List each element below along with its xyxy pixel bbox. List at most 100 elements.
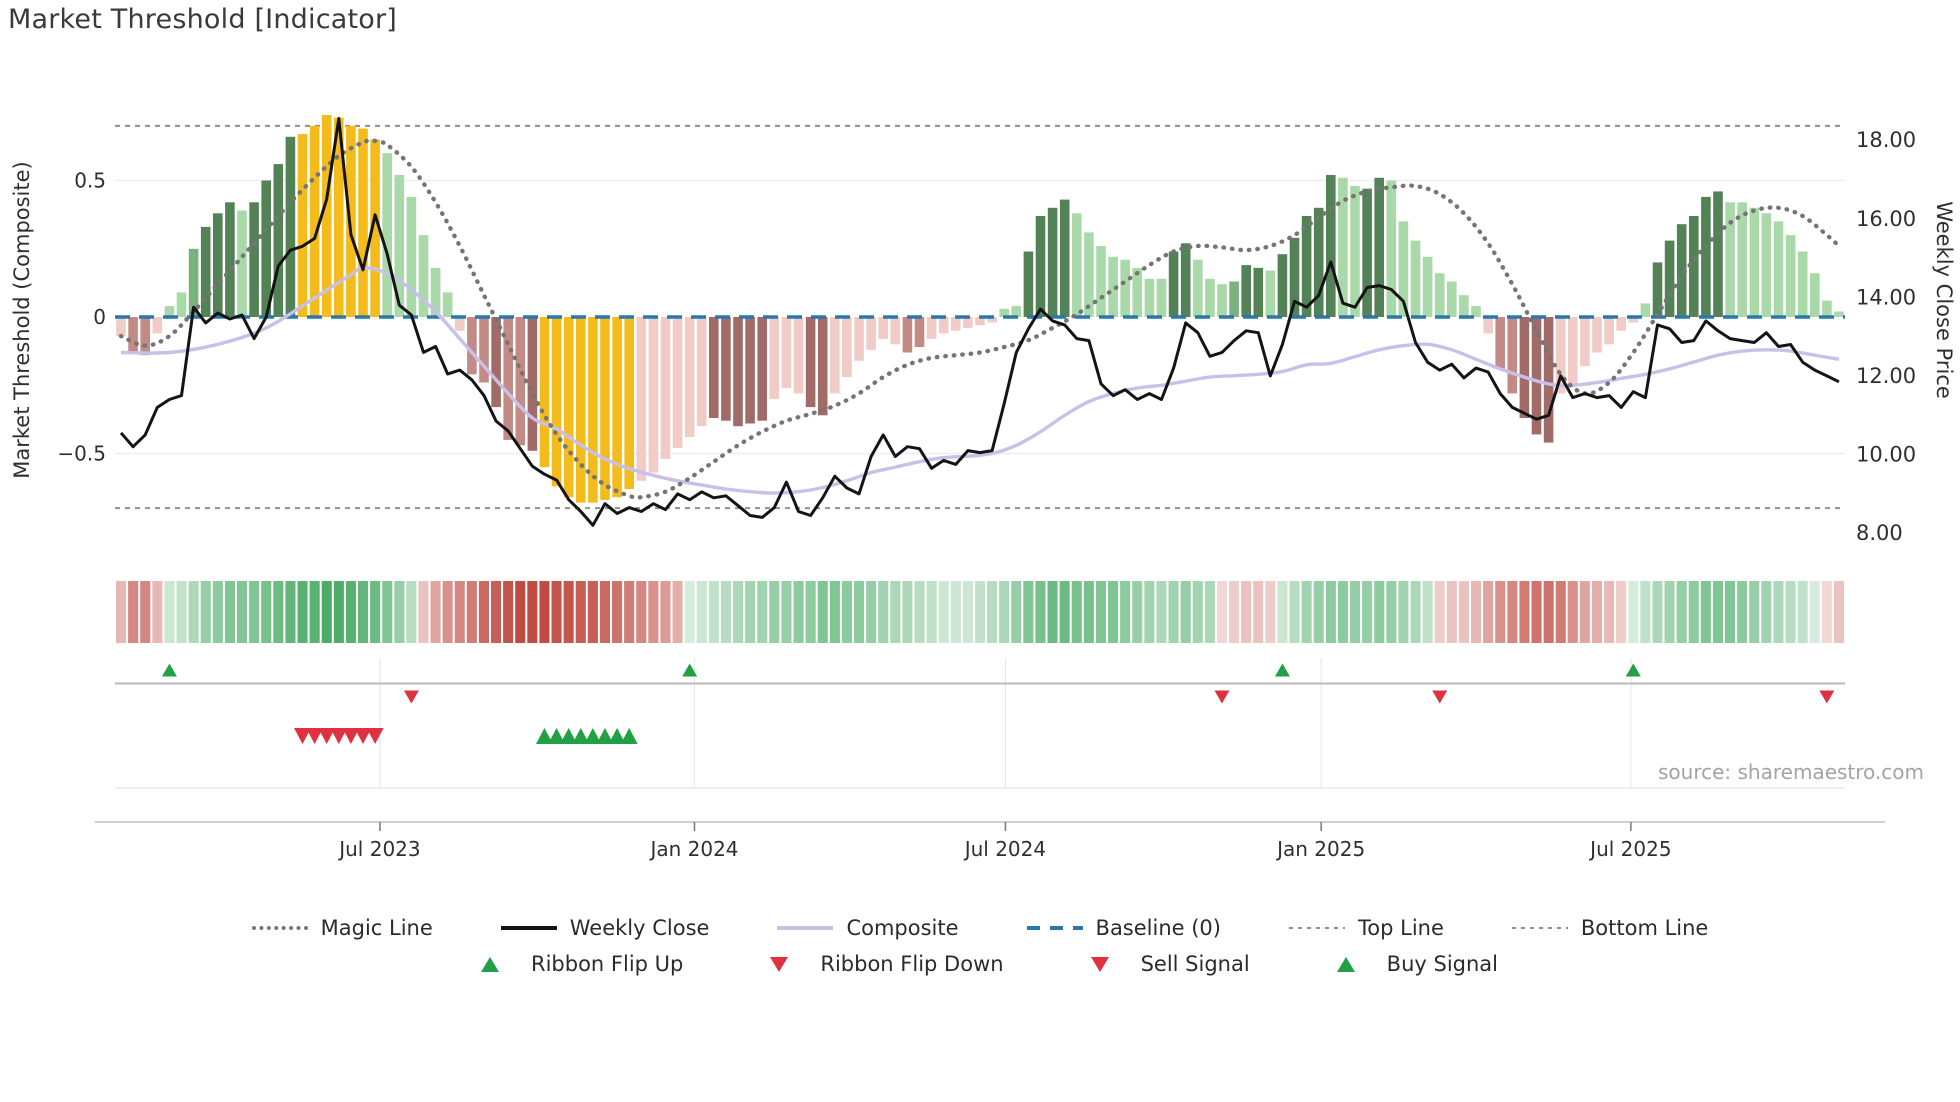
ribbon-cell bbox=[1132, 581, 1143, 643]
ribbon-cell bbox=[527, 581, 538, 643]
x-axis: Jul 2023 Jan 2024 Jul 2024 Jan 2025 Jul 2025 bbox=[95, 821, 1885, 861]
ribbon-cell bbox=[152, 581, 163, 643]
legend-label: Weekly Close bbox=[569, 916, 710, 940]
ribbon-cell bbox=[1434, 581, 1445, 643]
weekly-close-line bbox=[119, 117, 1840, 527]
composite-bar bbox=[890, 317, 901, 345]
ribbon-cell bbox=[563, 581, 574, 643]
composite-bar bbox=[1156, 278, 1167, 317]
legend-item-flip-down: Ribbon Flip Down bbox=[751, 952, 1004, 976]
ribbon-cell bbox=[382, 581, 393, 643]
ribbon-cell bbox=[781, 581, 792, 643]
composite-bar bbox=[733, 317, 743, 427]
composite-bar bbox=[491, 317, 501, 408]
composite-bar bbox=[176, 292, 187, 317]
buy-signal-marker-icon bbox=[608, 728, 626, 744]
ribbon-cell bbox=[793, 581, 804, 643]
ribbon-cell bbox=[188, 581, 199, 643]
ribbon-cell bbox=[1204, 581, 1215, 643]
ribbon-cell bbox=[1362, 581, 1373, 643]
ribbon-cell bbox=[999, 581, 1010, 643]
ribbon-cell bbox=[1567, 581, 1578, 643]
composite-bar bbox=[418, 235, 429, 317]
composite-bar bbox=[624, 317, 634, 489]
composite-bar bbox=[551, 317, 562, 487]
composite-bar bbox=[1797, 251, 1808, 317]
composite-bar bbox=[1059, 199, 1070, 317]
composite-bar bbox=[225, 202, 235, 317]
composite-bar bbox=[321, 115, 332, 317]
legend-label: Composite bbox=[846, 916, 959, 940]
composite-bar bbox=[576, 317, 586, 503]
composite-bar bbox=[1447, 281, 1457, 317]
ribbon-cell bbox=[950, 581, 961, 643]
composite-bar bbox=[612, 317, 622, 498]
composite-bar bbox=[1084, 232, 1094, 317]
composite-bar bbox=[1168, 251, 1179, 317]
legend-label: Magic Line bbox=[320, 916, 433, 940]
ribbon-cell bbox=[1519, 581, 1530, 643]
ribbon-flip-up-marker-icon bbox=[1625, 663, 1641, 677]
ribbon-cell bbox=[1144, 581, 1155, 643]
composite-bar bbox=[140, 317, 150, 356]
composite-bar bbox=[757, 317, 767, 421]
composite-bar bbox=[672, 317, 683, 448]
ribbon-cell bbox=[358, 581, 369, 643]
composite-bar bbox=[1616, 317, 1626, 331]
composite-bar bbox=[1072, 213, 1082, 317]
ribbon-flip-up-marker-icon bbox=[682, 663, 698, 677]
composite-bar bbox=[975, 317, 985, 326]
ribbon-cell bbox=[1495, 581, 1506, 643]
ribbon-cell bbox=[1761, 581, 1772, 643]
ribbon-cell bbox=[1229, 581, 1240, 643]
composite-bar bbox=[442, 292, 453, 317]
ribbon-cell bbox=[1579, 581, 1590, 643]
ribbon-cell bbox=[987, 581, 998, 643]
ribbon-cell bbox=[1301, 581, 1312, 643]
left-tick-label: 0.5 bbox=[74, 169, 106, 193]
sell-signal-marker-icon bbox=[330, 728, 348, 744]
ribbon-cell bbox=[599, 581, 610, 643]
ribbon-cell bbox=[394, 581, 405, 643]
ribbon-cell bbox=[1628, 581, 1639, 643]
composite-bar bbox=[902, 317, 913, 353]
composite-bar bbox=[1313, 207, 1324, 317]
composite-bar bbox=[1362, 188, 1372, 317]
composite-bar bbox=[1555, 317, 1566, 394]
ribbon-cell bbox=[1821, 581, 1832, 643]
composite-bar bbox=[503, 317, 513, 440]
ribbon-cell bbox=[237, 581, 248, 643]
composite-bar bbox=[1398, 221, 1409, 317]
ribbon-cell bbox=[975, 581, 986, 643]
composite-bar bbox=[334, 117, 344, 317]
source-caption: source: sharemaestro.com bbox=[1658, 760, 1924, 784]
composite-bar bbox=[769, 317, 780, 399]
ribbon-cell bbox=[696, 581, 707, 643]
composite-bar bbox=[261, 180, 271, 317]
ribbon-cell bbox=[406, 581, 417, 643]
ribbon-cell bbox=[1833, 581, 1844, 643]
composite-bar bbox=[563, 317, 574, 498]
composite-bar bbox=[1422, 256, 1433, 317]
ribbon-cell bbox=[1737, 581, 1748, 643]
legend-label: Ribbon Flip Down bbox=[820, 952, 1004, 976]
composite-bar bbox=[1205, 278, 1215, 317]
legend-item-magic: Magic Line bbox=[251, 916, 433, 940]
composite-bar bbox=[987, 317, 997, 323]
ribbon-cell bbox=[1120, 581, 1131, 643]
composite-bar bbox=[1011, 306, 1022, 317]
composite-bar bbox=[1241, 265, 1251, 317]
composite-bar bbox=[1507, 317, 1518, 394]
ribbon-cell bbox=[1640, 581, 1651, 643]
composite-bar bbox=[1217, 284, 1227, 317]
composite-bar bbox=[213, 213, 223, 317]
composite-bar bbox=[1047, 207, 1058, 317]
ribbon-cell bbox=[1749, 581, 1760, 643]
ribbon-cell bbox=[1797, 581, 1808, 643]
ribbon-cell bbox=[1398, 581, 1409, 643]
legend-row-markers: Ribbon Flip Up Ribbon Flip Down Sell Signa… bbox=[462, 952, 1498, 976]
ribbon-cell bbox=[1543, 581, 1554, 643]
composite-bar bbox=[1604, 317, 1614, 345]
baseline-legend-marker-icon bbox=[1026, 926, 1083, 930]
